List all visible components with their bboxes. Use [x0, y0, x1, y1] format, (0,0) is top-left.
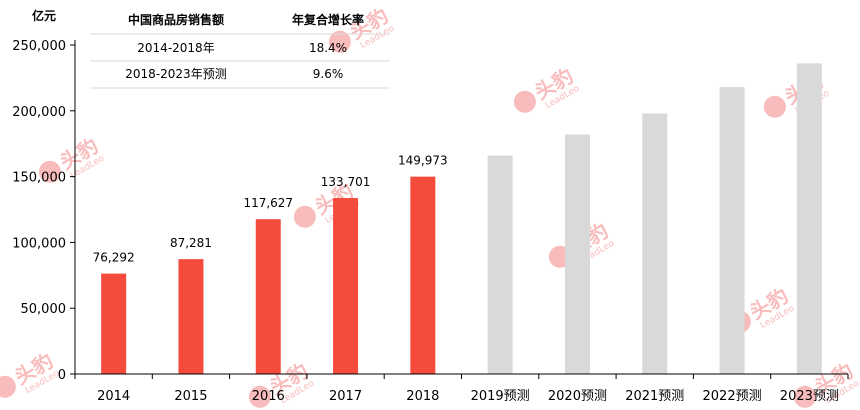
- y-tick-label: 50,000: [21, 302, 67, 317]
- y-axis-unit-label: 亿元: [32, 8, 56, 23]
- bar-value-label: 117,627: [243, 196, 293, 210]
- bar: [333, 198, 359, 374]
- x-tick-label: 2018: [406, 389, 439, 404]
- table-cell-period-1: 2014-2018年: [137, 41, 214, 55]
- bar: [101, 273, 127, 374]
- watermark-logo-icon: [248, 385, 271, 408]
- table-header-cagr: 年复合增长率: [292, 12, 364, 27]
- x-tick-label: 2016: [252, 389, 285, 404]
- x-tick-label: 2023预测: [780, 389, 839, 404]
- bar: [719, 87, 745, 374]
- y-tick-label: 200,000: [12, 105, 66, 120]
- x-tick-label: 2017: [329, 389, 362, 404]
- watermark-logo-icon: [513, 90, 536, 113]
- bar: [796, 63, 822, 374]
- watermark-logo-icon: [793, 385, 816, 408]
- x-tick-label: 2020预测: [548, 389, 607, 404]
- x-axis: 2014 2015 2016 2017 2018 2019预测 2020预测 2021预测 20…: [74, 373, 849, 404]
- table-header-sales: 中国商品房销售额: [128, 12, 224, 27]
- bar: [255, 219, 281, 374]
- table-cell-period-2: 2018-2023年预测: [125, 67, 226, 81]
- bar-value-label: 133,701: [321, 175, 371, 189]
- watermark-logo-icon: [293, 205, 316, 228]
- watermark-logo-icon: [763, 95, 786, 118]
- watermark-logo-icon: [328, 30, 351, 53]
- y-tick-label: 150,000: [12, 171, 66, 186]
- cagr-table: 中国商品房销售额 年复合增长率 2014-2018年 18.4% 2018-20…: [90, 12, 390, 89]
- bar-value-label: 76,292: [93, 251, 135, 265]
- bar: [178, 259, 204, 374]
- bar: [487, 155, 513, 374]
- x-tick-label: 2019预测: [471, 389, 530, 404]
- y-tick-label: 100,000: [12, 236, 66, 251]
- bar-series: 76,292 87,281 117,627 133,701 149,973: [93, 63, 822, 374]
- bar: [642, 113, 668, 374]
- bar: [564, 134, 590, 374]
- y-tick-label: 250,000: [12, 39, 66, 54]
- y-axis: 0 50,000 100,000 150,000 200,000 250,000: [12, 39, 76, 383]
- watermark-logo-icon: [0, 375, 16, 398]
- table-cell-cagr-2: 9.6%: [313, 67, 344, 81]
- watermark-logo-icon: [38, 160, 61, 183]
- bar-value-label: 149,973: [398, 154, 448, 168]
- table-cell-cagr-1: 18.4%: [309, 41, 347, 55]
- bar-value-label: 87,281: [170, 236, 212, 250]
- x-tick-label: 2014: [97, 389, 130, 404]
- x-tick-label: 2015: [174, 389, 207, 404]
- y-tick-label: 0: [58, 368, 66, 383]
- x-tick-label: 2021预测: [625, 389, 684, 404]
- x-tick-label: 2022预测: [703, 389, 762, 404]
- bar: [410, 176, 436, 374]
